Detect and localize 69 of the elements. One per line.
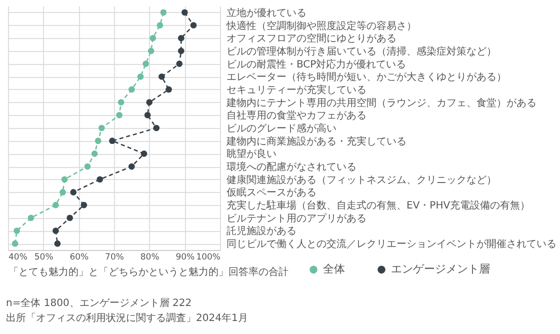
point (176, 60, 183, 67)
point (190, 22, 197, 28)
point (178, 48, 184, 54)
point (153, 124, 160, 132)
x-axis-title: 「とても魅力的」と「どちらかというと魅力的」回答率の合計 (8, 266, 288, 278)
y-tick-label: セキュリティーが充実している (226, 84, 366, 96)
point (52, 202, 59, 208)
point (14, 228, 20, 234)
y-tick-label: オフィスフロアの空間にゆとりがある (226, 32, 396, 45)
point (160, 9, 167, 16)
y-tick-label: 環境への配慮がなされている (226, 161, 356, 174)
y-tick-label: ビルのグレード感が高い (226, 122, 336, 134)
x-tick-label: 50% (34, 252, 54, 262)
y-tick-label: 建物内に商業施設がある・充実している (226, 135, 406, 148)
point (116, 112, 122, 118)
point (166, 86, 172, 93)
y-tick-label: 同じビルで働く人との交流／レクリエーションイベントが開催されている (226, 238, 556, 250)
point (178, 34, 184, 42)
y-tick-label: ビルの管理体制が行き届いている（清掃、感染症対策など） (226, 45, 496, 58)
point (158, 73, 165, 80)
y-tick-label: エレベーター（待ち時間が短い、かごが大きくゆとりがある） (226, 71, 506, 84)
point (98, 124, 105, 132)
y-tick-label: ビルの耐震性・BCP対応力が優れている (226, 58, 406, 70)
y-tick-label: 託児施設がある (226, 225, 296, 238)
y-tick-label: 健康関連施設がある（フィットネスジム、クリニックなど） (226, 174, 496, 186)
point (70, 189, 77, 196)
x-tick-label: 40% (8, 252, 28, 262)
x-tick-label: 60% (70, 252, 89, 262)
point (142, 60, 149, 67)
point (94, 138, 102, 144)
y-tick-label: 眺望が良い (226, 148, 276, 160)
point (146, 99, 152, 106)
point (128, 86, 135, 93)
y-tick-label: ビルテナント用のアプリがある (226, 212, 366, 224)
text: 出所「オフィスの利用状況に関する調査」2024年1月 (6, 312, 248, 326)
point (96, 176, 104, 183)
point (182, 9, 188, 16)
text: n=全体 1800、エンゲージメント層 222 (6, 297, 193, 311)
point (144, 112, 151, 118)
point (84, 163, 91, 170)
y-tick-label: 快適性（空調制御や照度設定等の容易さ） (226, 20, 416, 32)
point (150, 34, 156, 42)
point (12, 240, 18, 247)
point (66, 214, 73, 222)
x-tick-label: 80% (140, 252, 160, 262)
legend-label: 全体 (323, 262, 345, 276)
y-tick-label: 立地が優れている (226, 6, 306, 19)
point (137, 73, 144, 80)
y-tick-label: 建物内にテナント専用の共用空間（ラウンジ、カフェ、食堂）がある (226, 96, 536, 109)
point (156, 22, 164, 28)
point (60, 189, 66, 196)
point (28, 214, 34, 222)
point (128, 163, 135, 170)
point (52, 228, 59, 234)
x-tick-label: 90% (176, 252, 195, 262)
x-tick-label: 70% (105, 252, 124, 262)
point (148, 48, 154, 54)
point (91, 150, 98, 157)
point (61, 176, 68, 183)
point (80, 202, 88, 208)
y-tick-label: 仮眠スペースがある (226, 188, 316, 199)
x-tick-label: 100% (196, 252, 220, 262)
legend-label: エンゲージメント層 (391, 262, 490, 276)
point (54, 240, 61, 247)
point (118, 99, 124, 106)
y-tick-label: 充実した駐車場（台数、自走式の有無、EV・PHV充電設備の有無） (226, 200, 530, 212)
point (140, 150, 148, 157)
y-tick-label: 自社専用の食堂やカフェがある (226, 110, 366, 122)
point (109, 138, 116, 144)
